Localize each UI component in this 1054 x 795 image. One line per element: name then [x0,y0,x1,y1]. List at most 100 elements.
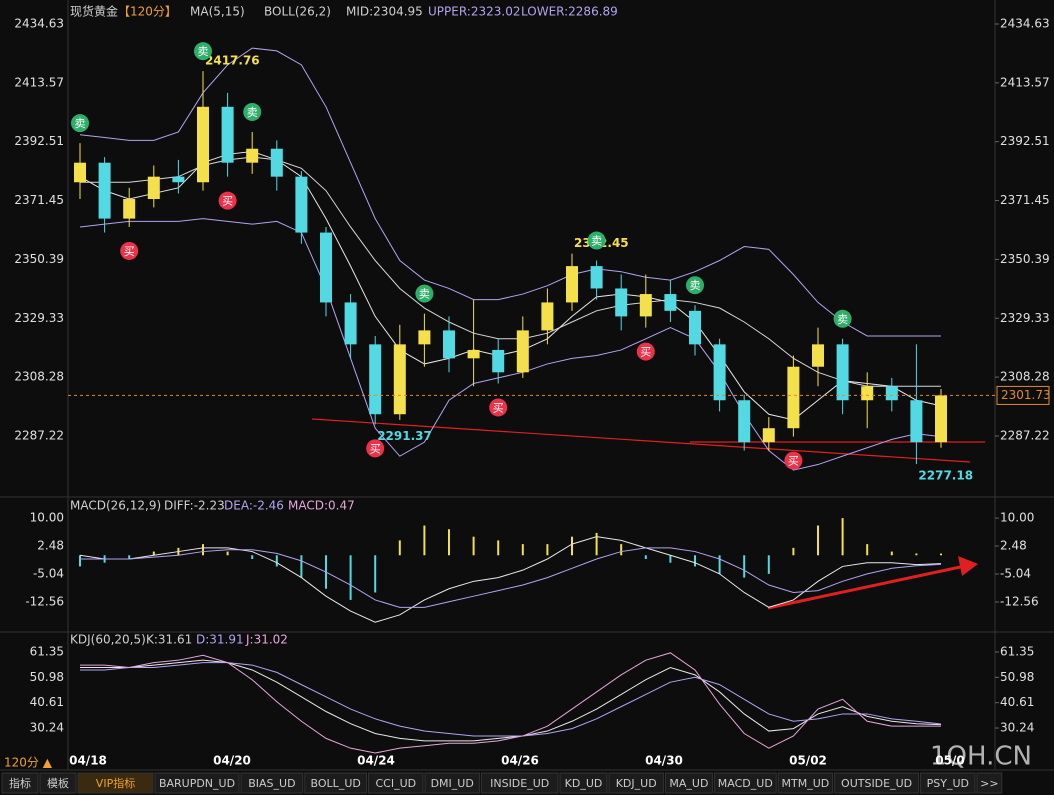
buy-signal [489,398,508,417]
candle-body [172,176,185,183]
sell-signal [243,102,262,121]
x-tick-label: 04/24 [357,754,395,768]
candle-body [443,330,455,359]
candle-body [320,232,332,303]
buy-signal-label: 买 [124,245,135,258]
tab[interactable] [976,772,1003,794]
candle-body [98,162,111,219]
buy-signal-label: 买 [493,401,504,414]
tab[interactable] [304,772,368,794]
tab[interactable] [154,772,240,794]
tab-label[interactable]: BARUPDN_UD [159,777,235,790]
y-tick-label: 30.24 [30,721,64,735]
candle-body [467,349,480,359]
tab[interactable] [480,772,559,794]
price-tag: 2301.73 [1001,388,1051,402]
y-tick-label: 10.00 [1000,511,1034,525]
dea-label: DEA:-2.46 [224,499,284,513]
y-tick-label: 2.48 [37,539,64,553]
candle-body [418,330,431,345]
tab-label[interactable]: KDJ_UD [616,777,657,790]
tab-label[interactable]: DMI_UD [431,777,474,790]
y-tick-label: 2413.57 [1000,75,1050,89]
tab[interactable] [920,772,976,794]
tab-label[interactable]: BIAS_UD [248,777,295,790]
tab-label[interactable]: INSIDE_UD [490,777,549,790]
candle-body [147,176,160,200]
candle-body [221,106,234,163]
buy-signal [366,439,385,458]
tab-label[interactable]: PSY_UD [927,777,969,790]
tab[interactable] [834,772,920,794]
candle-body [344,302,357,345]
sell-signal [833,309,852,328]
ma-label: MA(5,15) [190,5,245,19]
x-tick-label: 04/30 [645,754,683,768]
tab[interactable] [368,772,424,794]
indicator-line [79,47,941,337]
k-label: K:31.61 [146,633,192,647]
candle-body [738,400,751,443]
tab-label[interactable]: OUTSIDE_UD [841,777,912,790]
sell-signal-label: 卖 [75,117,86,130]
buy-signal [218,191,237,210]
sell-signal-label: 卖 [690,279,701,292]
sell-signal-label: 卖 [198,45,209,58]
y-tick-label: 2329.33 [1000,311,1050,325]
candle-body [541,302,554,331]
candle-body [935,395,947,443]
candle-body [295,176,308,233]
candle-body [590,266,603,289]
indicator-line [79,218,942,471]
candle-body [787,366,800,429]
tab[interactable] [777,772,834,794]
candle-body [762,428,775,443]
candle-body [713,344,726,401]
tab-label[interactable]: VIP指标 [96,776,135,790]
tab[interactable] [559,772,608,794]
y-tick-label: 2.48 [1000,539,1027,553]
candle-body [836,344,849,401]
y-tick-label: 61.35 [1000,644,1034,658]
tab[interactable] [240,772,304,794]
extreme-label: 2291.37 [377,429,432,443]
y-tick-label: -5.04 [1000,567,1031,581]
tab-label[interactable]: 模板 [47,776,69,790]
y-tick-label: 50.98 [1000,670,1034,684]
candle-body [566,266,578,303]
upper-label: UPPER:2323.02 [428,5,520,19]
sell-signal [587,231,606,250]
candle-body [369,344,382,415]
extreme-label: 2277.18 [918,469,973,483]
period-button[interactable]: 120分 ▲ [4,756,53,770]
tab[interactable] [424,772,480,794]
x-tick-label: 05/02 [789,754,827,768]
tab-label[interactable]: KD_UD [565,777,603,790]
tab[interactable] [1,772,39,794]
tab-label[interactable]: MA_UD [669,777,708,790]
tab-label[interactable]: MACD_UD [718,777,773,790]
candle-body [664,294,677,311]
tab-label[interactable]: 指标 [9,776,31,790]
x-tick-label: 04/20 [213,754,251,768]
y-tick-label: 2371.45 [1000,193,1050,207]
candle-body [197,106,209,183]
tab[interactable] [608,772,664,794]
tab-label[interactable]: >> [980,777,998,790]
buy-signal [636,342,655,361]
y-tick-label: 50.98 [30,670,64,684]
buy-signal [784,451,803,470]
tab-label[interactable]: MTM_UD [782,777,830,790]
y-tick-label: 30.24 [1000,721,1034,735]
tab-label[interactable]: BOLL_UD [311,777,361,790]
sell-signal-label: 卖 [591,235,602,248]
y-tick-label: 2434.63 [14,16,64,30]
candle-body [910,400,923,443]
buy-signal [120,241,139,260]
price-tag-box [996,385,1050,405]
tab[interactable] [664,772,713,794]
tab[interactable] [77,772,154,794]
tab[interactable] [39,772,77,794]
tab[interactable] [713,772,777,794]
tab-label[interactable]: CCI_UD [375,777,416,790]
